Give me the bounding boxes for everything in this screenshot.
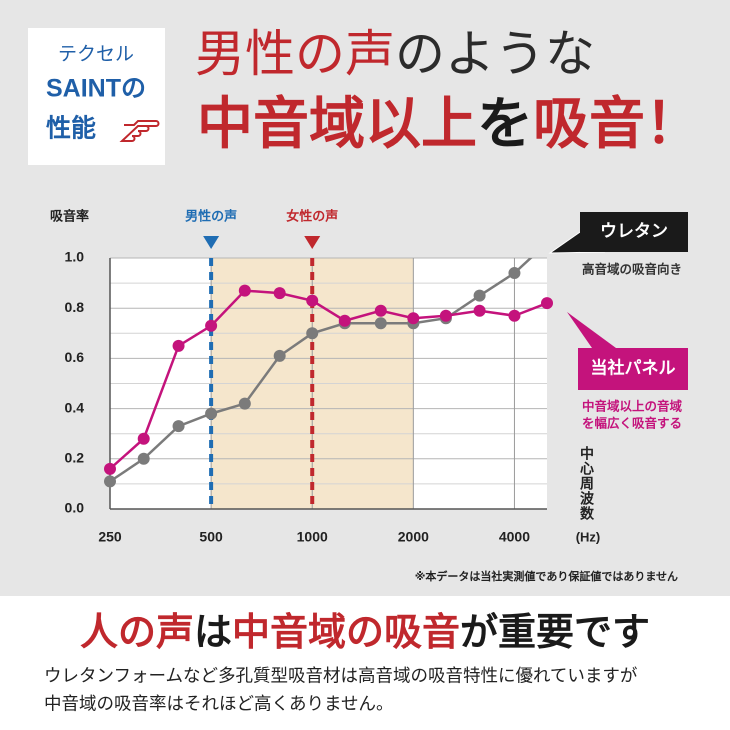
badge-box [28,28,165,165]
legend-note: を幅広く吸音する [582,415,682,430]
voice-marker-arrow [203,236,220,249]
data-point [104,475,116,488]
data-point [541,297,553,310]
data-point [205,319,218,332]
y-tick-label: 0.8 [65,299,85,315]
x-axis-title: 中心周波数 [579,446,595,521]
legend-callout-box [578,348,688,390]
y-tick-label: 0.6 [65,349,85,365]
data-point [508,309,521,322]
data-point [205,407,218,420]
headline-line2-part: 中音域以上 [197,92,477,155]
x-tick-label: 1000 [297,529,328,545]
data-point [104,462,116,475]
section-heading-part: 人の声 [80,612,194,654]
headline-line2-part: を [477,92,533,155]
data-point [374,304,387,317]
data-point [439,309,452,322]
headline-line2-part: 吸音！ [533,92,701,155]
data-point [238,284,251,297]
x-tick-label: 250 [98,529,122,545]
bottom-background [0,596,730,730]
voice-marker-label: 女性の声 [286,208,338,223]
data-point [273,287,286,300]
data-point [473,289,486,302]
section-heading-part: が重要です [460,612,650,654]
section-body-line: ウレタンフォームなど多孔質型吸音材は高音域の吸音特性に優れていますが [44,666,638,686]
data-point [407,312,420,325]
section-heading: 人の声は中音域の吸音が重要です [80,612,650,654]
headline-line1: 男性の声のような [195,26,595,82]
data-point [137,452,150,465]
data-point [508,267,521,280]
y-tick-label: 1.0 [65,249,85,265]
x-tick-label: 2000 [398,529,429,545]
legend-note: 中音域以上の音域 [582,398,683,413]
headline-line1-part: のような [395,26,595,82]
data-point [238,397,251,410]
y-tick-label: 0.2 [65,450,85,466]
legend-note: 高音域の吸音向き [582,261,682,276]
data-point [306,294,319,307]
data-point [172,420,185,433]
data-point [473,304,486,317]
y-tick-label: 0.4 [65,399,85,415]
y-tick-label: 0.0 [65,500,85,516]
hand-icon [119,120,160,142]
x-axis-unit: (Hz) [576,529,601,544]
series [104,284,553,475]
headline-line1-part: 男性の声 [195,26,395,82]
data-point [172,339,185,352]
footnote: ※本データは当社実測値であり保証値ではありません [415,569,678,583]
x-tick-label: 500 [199,529,223,545]
legend-label: ウレタン [600,221,668,240]
data-point [306,327,319,340]
voice-marker-arrow [304,236,321,249]
legend-callout-tail [567,312,616,348]
section-heading-part: は [194,612,232,654]
legend-label: 当社パネル [591,357,676,377]
headline-line2: 中音域以上を吸音！ [197,92,701,155]
legend-callout-box [580,212,688,252]
section-heading-part: 中音域の吸音 [232,612,460,654]
voice-marker-label: 男性の声 [185,208,237,223]
data-point [273,349,286,362]
y-axis-title: 吸音率 [50,208,89,223]
badge-line: テクセル [58,43,134,65]
data-point [374,317,387,330]
x-tick-label: 4000 [499,529,530,545]
badge-line: SAINTの [46,75,146,103]
data-point [137,432,150,445]
badge-line: 性能 [46,114,96,143]
data-point [338,314,351,327]
section-body-line: 中音域の吸音率はそれほど高くありません。 [44,694,393,714]
